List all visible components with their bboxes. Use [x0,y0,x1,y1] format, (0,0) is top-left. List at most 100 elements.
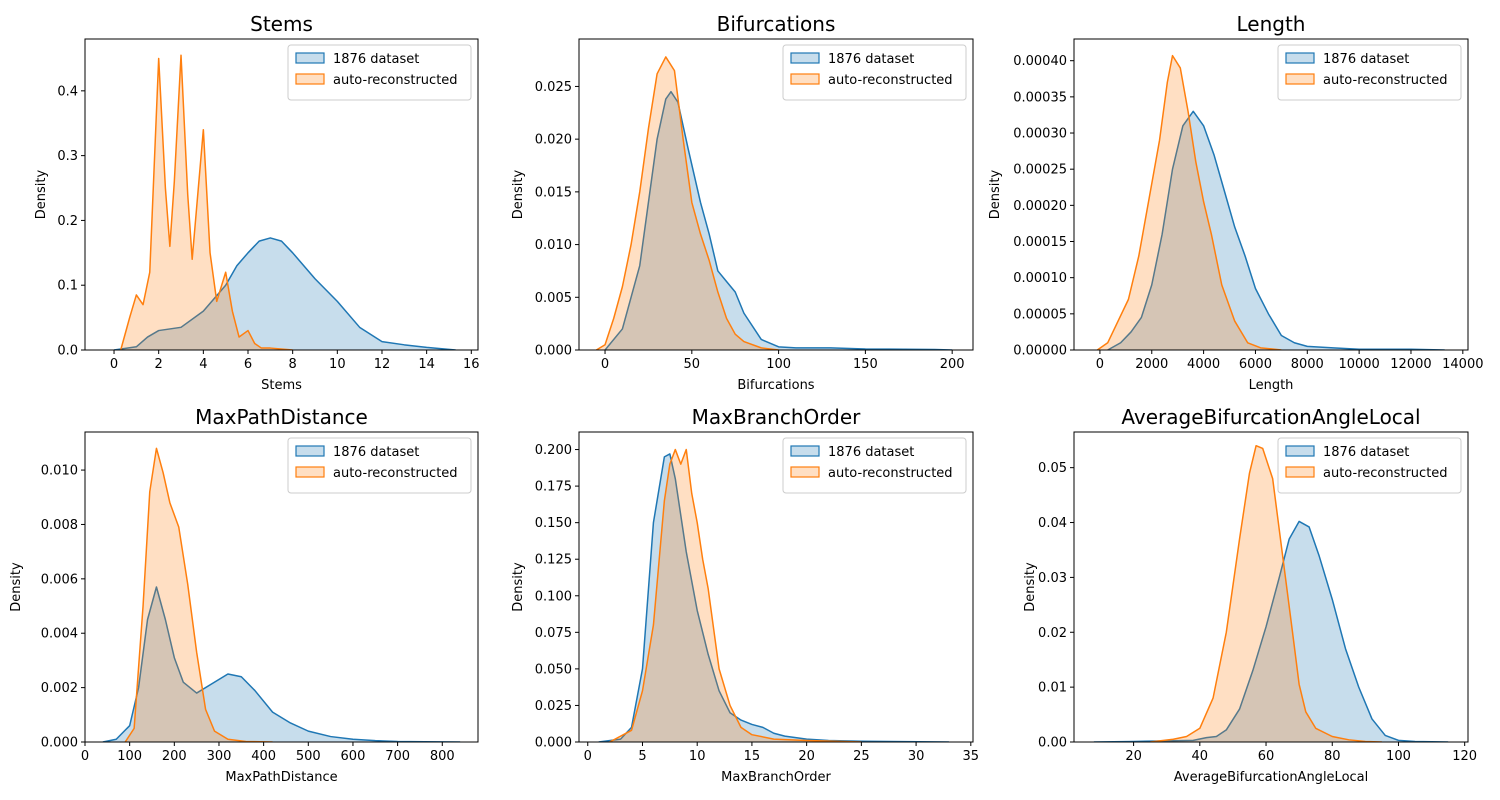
y-tick-label: 0.005 [535,291,572,306]
x-axis-label: MaxPathDistance [225,770,337,785]
legend-label-0: 1876 dataset [828,52,914,67]
legend-box [287,437,472,494]
legend-swatch-0 [1285,52,1315,64]
x-tick-label: 80 [1324,749,1341,764]
axes-frame [1073,38,1469,351]
x-tick-label: 20 [798,749,815,764]
x-tick-label: 120 [1452,749,1477,764]
legend: 1876 dataset auto-reconstructed [1277,437,1462,494]
legend-label-0: 1876 dataset [333,445,419,460]
axes-frame [84,38,479,351]
density-line-1 [120,54,293,350]
density-fill-1 [596,56,779,350]
legend-box [287,44,472,101]
x-tick-label: 0 [584,749,592,764]
y-axis-label: Density [511,562,526,612]
x-tick-label: 8000 [1291,357,1324,372]
y-axis-label: Density [34,169,49,219]
density-fill-0 [114,237,456,350]
legend-swatch-1 [295,73,325,85]
legend-label-0: 1876 dataset [333,52,419,67]
x-tick-label: 25 [853,749,870,764]
y-tick-label: 0.05 [1038,461,1067,476]
x-tick-label: 100 [766,357,791,372]
density-line-0 [1093,520,1449,742]
x-tick-label: 100 [1386,749,1411,764]
panel-title: MaxPathDistance [195,405,368,429]
y-tick-label: 0.008 [41,518,78,533]
x-tick-label: 15 [744,749,761,764]
y-tick-label: 0.050 [535,662,572,677]
legend: 1876 dataset auto-reconstructed [1277,44,1462,101]
y-tick-label: 0.000 [535,736,572,751]
x-tick-label: 6000 [1239,357,1272,372]
y-tick-label: 0.020 [535,133,572,148]
panel-title: Bifurcations [717,12,836,36]
x-tick-label: 60 [1258,749,1275,764]
density-fill-0 [102,587,461,742]
subplot-2: 0 2000 4000 6000 8000 10000 12000 14000 0.00000 0… [988,12,1483,393]
density-line-0 [604,90,953,350]
legend-box [782,44,967,101]
x-tick-label: 200 [162,749,187,764]
panel-title: Stems [250,12,313,36]
y-tick-label: 0.010 [41,464,78,479]
y-tick-label: 0.3 [57,149,78,164]
y-tick-label: 0.00 [1038,736,1067,751]
y-tick-label: 0.100 [535,589,572,604]
x-axis-label: Bifurcations [737,378,814,393]
legend-swatch-0 [295,52,325,64]
legend-label-0: 1876 dataset [828,445,914,460]
axes-frame [578,38,974,351]
y-tick-label: 0.002 [41,681,78,696]
y-tick-label: 0.2 [57,214,78,229]
y-tick-label: 0.00020 [1013,199,1067,214]
density-line-1 [609,448,862,742]
legend-label-1: auto-reconstructed [1323,73,1448,88]
y-tick-label: 0.1 [57,279,78,294]
x-tick-label: 0 [110,357,118,372]
legend: 1876 dataset auto-reconstructed [287,44,472,101]
x-tick-label: 800 [430,749,455,764]
legend-label-1: auto-reconstructed [828,73,953,88]
x-tick-label: 200 [940,357,965,372]
y-tick-label: 0.075 [535,626,572,641]
y-tick-label: 0.000 [41,736,78,751]
density-line-1 [595,56,779,350]
y-tick-label: 0.03 [1038,571,1067,586]
y-tick-label: 0.04 [1038,516,1067,531]
x-axis-label: AverageBifurcationAngleLocal [1174,770,1369,785]
legend-swatch-1 [1285,73,1315,85]
subplot-5: 20 40 60 80 100 120 0.00 0.01 0.02 0.03 0.04 0.05 Av… [1023,405,1477,785]
legend-swatch-1 [1285,466,1315,478]
density-line-0 [598,453,949,742]
x-tick-label: 600 [341,749,366,764]
y-tick-label: 0.00010 [1013,271,1067,286]
y-tick-label: 0.00030 [1013,127,1067,142]
density-fill-0 [605,91,953,350]
x-tick-label: 35 [963,749,980,764]
panel-title: Length [1237,12,1306,36]
y-tick-label: 0.010 [535,238,572,253]
x-tick-label: 10000 [1338,357,1379,372]
x-tick-label: 2000 [1135,357,1168,372]
y-tick-label: 0.150 [535,516,572,531]
density-line-1 [1150,444,1382,742]
density-fill-1 [125,448,273,742]
y-axis-label: Density [511,169,526,219]
y-axis-label: Density [1023,562,1038,612]
panel-title: AverageBifurcationAngleLocal [1121,405,1420,429]
legend-label-1: auto-reconstructed [828,466,953,481]
x-tick-label: 4 [199,357,207,372]
density-fill-0 [1093,521,1449,742]
legend: 1876 dataset auto-reconstructed [782,437,967,494]
density-fill-0 [598,453,949,742]
x-tick-label: 6 [244,357,252,372]
x-tick-label: 10 [689,749,706,764]
density-line-0 [113,237,456,350]
legend: 1876 dataset auto-reconstructed [287,437,472,494]
y-tick-label: 0.025 [535,80,572,95]
x-tick-label: 0 [81,749,89,764]
legend-label-0: 1876 dataset [1323,445,1409,460]
x-tick-label: 400 [251,749,276,764]
